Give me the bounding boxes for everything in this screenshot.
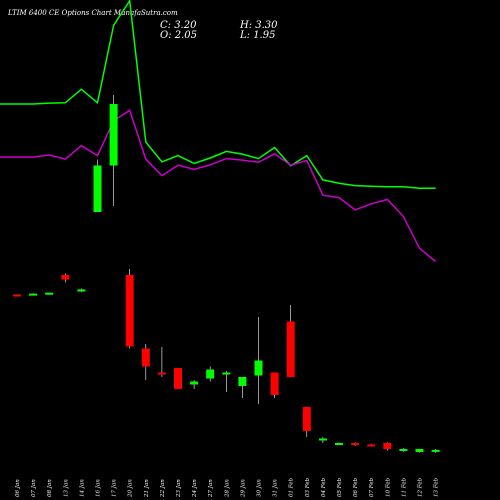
candle-body [415, 449, 424, 452]
candle-body [141, 348, 150, 367]
candle [93, 159, 102, 212]
candle-body [222, 372, 231, 375]
x-tick-label: 30 Jan [257, 479, 263, 497]
x-tick-label: 17 Jan [112, 479, 118, 497]
indicator-lines [0, 0, 437, 263]
indicator-line-1 [0, 0, 436, 190]
candle [141, 344, 150, 380]
x-tick-label: 06 Feb [353, 477, 359, 497]
candle-body [238, 377, 247, 386]
chart-title: LTIM 6400 CE Options Chart MunafaSutra.c… [7, 9, 178, 17]
x-tick-label: 14 Jan [79, 479, 85, 497]
candle-body [61, 275, 70, 280]
x-tick-label: 10 Feb [385, 477, 391, 497]
candle-body [335, 443, 343, 445]
candle-body [45, 292, 54, 295]
candle-body [157, 372, 166, 375]
x-tick-label: 01 Feb [289, 477, 295, 497]
candle [270, 372, 279, 398]
close-value: C: 3.20 [160, 20, 197, 31]
low-value: L: 1.95 [239, 30, 275, 41]
candle-body [367, 444, 376, 447]
candle-body [174, 368, 182, 389]
x-tick-label: 07 Feb [369, 477, 375, 497]
candle [399, 448, 408, 452]
indicator-line-2 [0, 109, 437, 263]
candle [125, 269, 134, 349]
candle-body [125, 275, 134, 347]
candle-body [399, 449, 408, 451]
x-tick-label: 27 Jan [208, 479, 214, 498]
candle-body [383, 443, 392, 449]
candle [335, 442, 343, 445]
candle-body [351, 443, 360, 445]
candle [29, 293, 38, 296]
candle [302, 407, 311, 437]
candle [45, 292, 54, 295]
x-axis-ticks: 06 Jan 07 Jan 08 Jan 13 Jan 14 Jan 16 Jan 17 J… [15, 477, 440, 498]
x-tick-label: 21 Jan [144, 479, 150, 498]
candle [109, 95, 118, 206]
candle-body [431, 449, 440, 452]
candle [13, 294, 21, 297]
candle-body [93, 165, 102, 212]
candle [238, 377, 247, 398]
candle-body [13, 294, 21, 297]
candle [222, 371, 231, 392]
candle [254, 317, 263, 404]
x-tick-label: 03 Feb [305, 477, 311, 497]
candle-body [206, 369, 215, 379]
x-tick-label: 05 Feb [337, 477, 343, 497]
candle-body [270, 372, 279, 395]
open-value: O: 2.05 [160, 30, 197, 41]
candle [61, 273, 70, 283]
x-tick-label: 31 Jan [273, 479, 279, 497]
candle-body [286, 321, 295, 377]
x-tick-label: 16 Jan [96, 479, 102, 497]
x-tick-label: 07 Jan [31, 479, 37, 497]
candle [174, 368, 182, 389]
x-tick-label: 28 Jan [224, 479, 230, 498]
x-tick-label: 13 Feb [434, 477, 440, 497]
x-tick-label: 29 Jan [240, 479, 246, 498]
x-tick-label: 04 Feb [321, 477, 327, 497]
candle [157, 347, 166, 377]
candle [351, 442, 360, 446]
x-tick-label: 13 Jan [63, 479, 69, 497]
candle-body [29, 293, 38, 296]
x-tick-label: 20 Jan [128, 479, 134, 498]
candle [206, 366, 215, 382]
x-tick-label: 12 Feb [418, 477, 424, 497]
candle [318, 437, 327, 443]
high-value: H: 3.30 [239, 20, 278, 31]
candle [367, 443, 376, 447]
candle-body [77, 289, 86, 292]
candles [13, 95, 440, 453]
x-tick-label: 24 Jan [192, 479, 198, 498]
x-tick-label: 08 Jan [47, 479, 53, 497]
candle [383, 442, 392, 451]
candle-body [109, 104, 118, 166]
candle [431, 449, 440, 453]
x-tick-label: 22 Jan [160, 479, 166, 498]
candle-body [190, 381, 199, 385]
candle [286, 305, 295, 377]
x-tick-label: 23 Jan [176, 479, 182, 498]
candle [190, 380, 199, 389]
candle [415, 449, 424, 453]
x-tick-label: 06 Jan [15, 479, 21, 497]
candle-body [302, 407, 311, 431]
candle-body [254, 360, 263, 376]
candle [77, 288, 86, 293]
x-tick-label: 11 Feb [401, 477, 407, 497]
candle-body [318, 438, 327, 441]
